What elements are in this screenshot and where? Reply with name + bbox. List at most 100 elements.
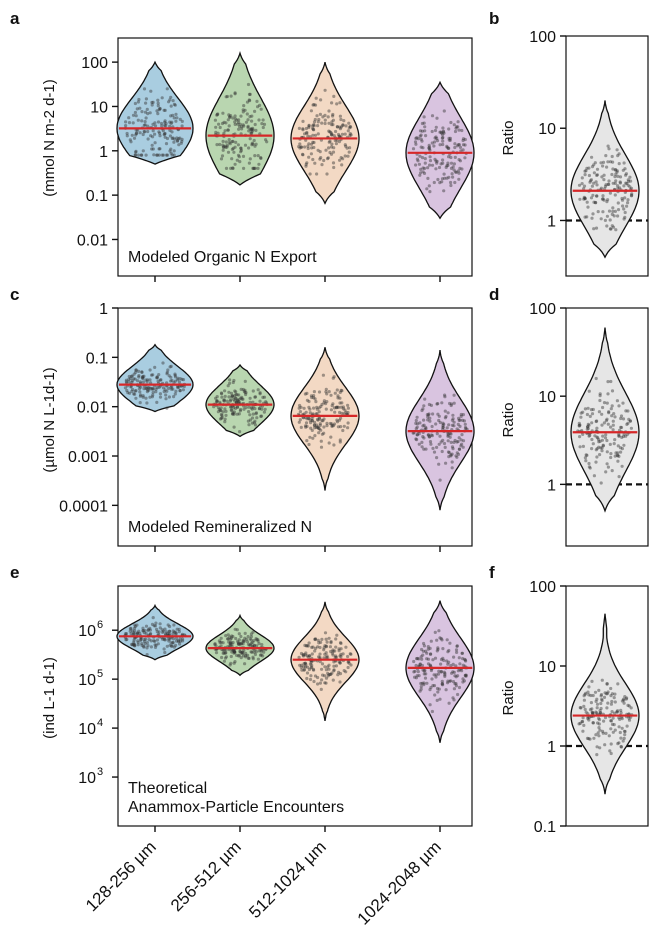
data-point <box>144 624 149 628</box>
data-point <box>336 673 340 677</box>
data-point <box>167 629 172 634</box>
data-point <box>591 721 595 725</box>
data-point <box>169 95 173 99</box>
data-point <box>235 405 240 409</box>
data-point <box>316 675 320 680</box>
x-tick-label: 1024-2048 µm <box>354 837 445 928</box>
data-point <box>330 671 334 675</box>
data-point <box>330 120 334 124</box>
data-point <box>435 686 440 691</box>
data-point <box>177 627 181 631</box>
data-point <box>135 623 139 627</box>
data-point <box>229 405 233 409</box>
data-point <box>227 140 232 145</box>
data-point <box>613 209 618 213</box>
data-point <box>431 658 435 662</box>
data-point <box>324 387 328 391</box>
data-point <box>315 423 319 427</box>
data-point <box>225 399 229 403</box>
data-point <box>253 166 257 170</box>
data-point <box>181 388 185 392</box>
data-point <box>304 164 308 168</box>
data-point <box>443 409 447 413</box>
data-point <box>578 445 582 449</box>
data-point <box>606 392 610 396</box>
data-point <box>592 736 596 740</box>
data-point <box>323 113 327 117</box>
data-point <box>130 374 134 378</box>
data-point <box>438 420 442 425</box>
data-point <box>161 637 165 641</box>
data-point <box>449 183 453 188</box>
data-point <box>126 391 130 395</box>
data-point <box>330 133 334 137</box>
data-point <box>316 120 320 124</box>
data-point <box>462 419 466 423</box>
y-tick-label: 1 <box>99 301 108 318</box>
data-point <box>582 195 586 199</box>
data-point <box>463 137 467 142</box>
data-point <box>169 641 173 645</box>
data-point <box>442 670 446 674</box>
data-point <box>254 411 258 415</box>
data-point <box>440 131 444 135</box>
data-point <box>333 410 337 414</box>
data-point <box>309 674 313 678</box>
data-point <box>448 136 452 140</box>
data-point <box>312 120 317 124</box>
data-point <box>441 656 445 661</box>
data-point <box>347 150 351 154</box>
data-point <box>329 393 333 397</box>
data-point <box>170 130 174 134</box>
data-point <box>302 412 306 416</box>
data-point <box>325 392 329 396</box>
data-point <box>261 125 265 130</box>
data-point <box>232 661 236 665</box>
data-point <box>226 637 230 641</box>
data-point <box>163 638 167 642</box>
data-point <box>445 659 449 663</box>
data-point <box>264 138 268 142</box>
data-point <box>330 424 334 428</box>
data-point <box>317 390 322 394</box>
data-point <box>153 365 157 369</box>
data-point <box>313 637 317 642</box>
data-point <box>460 167 464 171</box>
data-point <box>141 394 145 398</box>
data-point <box>614 168 618 172</box>
data-point <box>332 443 336 447</box>
data-point <box>232 649 236 653</box>
data-point <box>422 672 426 676</box>
data-point <box>464 426 468 431</box>
data-point <box>237 120 241 125</box>
data-point <box>164 142 169 146</box>
data-point <box>235 628 239 632</box>
data-point <box>244 406 248 410</box>
data-point <box>427 412 431 416</box>
data-point <box>606 690 610 694</box>
data-point <box>220 392 224 396</box>
data-point <box>597 688 601 693</box>
data-point <box>422 669 426 673</box>
data-point <box>148 395 152 399</box>
data-point <box>443 416 447 420</box>
data-point <box>427 435 431 439</box>
data-point <box>591 212 595 216</box>
data-point <box>426 413 431 417</box>
data-point <box>150 100 154 105</box>
data-point <box>178 389 182 393</box>
data-point <box>622 698 626 702</box>
data-point <box>143 110 148 114</box>
data-point <box>313 397 317 401</box>
data-point <box>619 744 623 749</box>
data-point <box>338 661 342 665</box>
data-point <box>578 423 582 427</box>
data-point <box>323 674 327 678</box>
data-point <box>156 112 160 116</box>
data-point <box>320 432 324 436</box>
data-point <box>337 418 342 422</box>
data-point <box>245 100 250 104</box>
data-point <box>165 370 169 374</box>
data-point <box>605 401 609 405</box>
data-point <box>322 646 326 650</box>
